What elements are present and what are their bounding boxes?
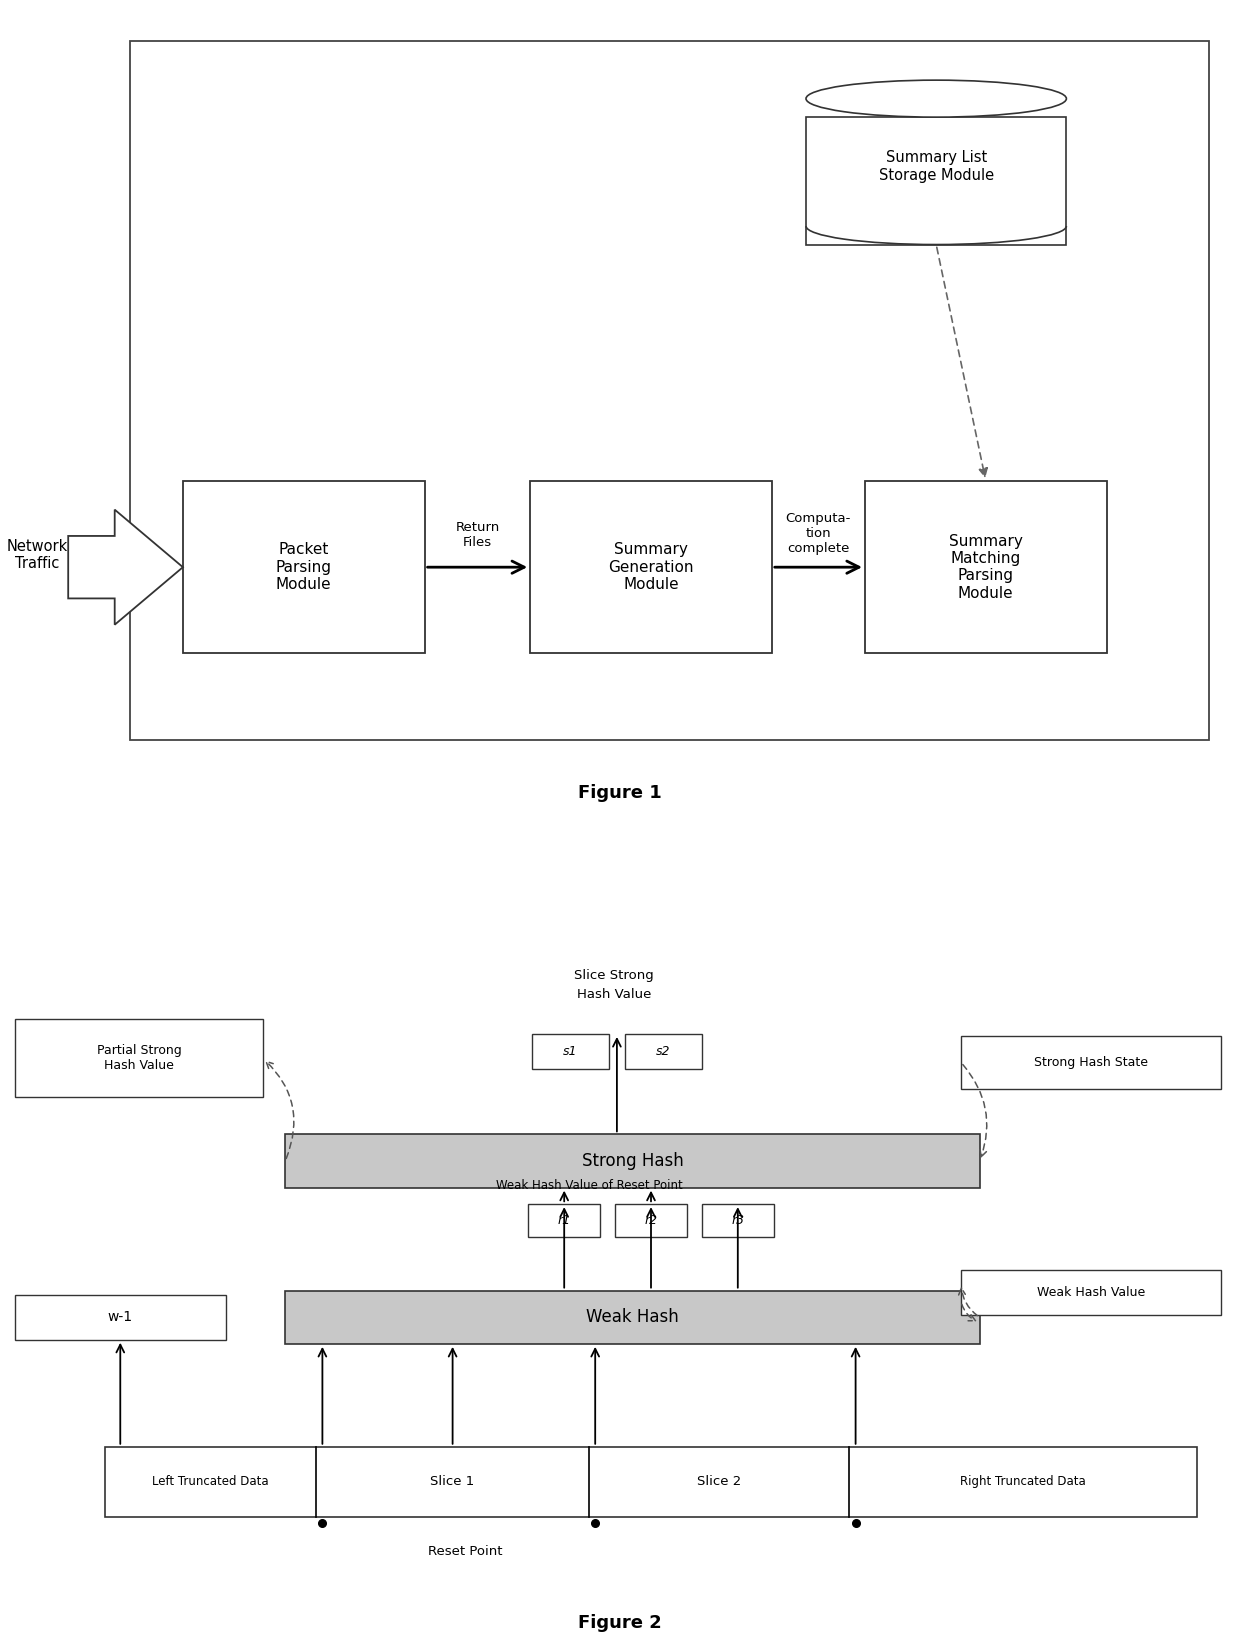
Text: Slice 2: Slice 2 xyxy=(697,1475,742,1488)
Bar xyxy=(625,1034,702,1069)
Text: Strong Hash State: Strong Hash State xyxy=(1034,1055,1148,1069)
Text: Hash Value: Hash Value xyxy=(577,988,651,1001)
Text: Figure 1: Figure 1 xyxy=(578,784,662,802)
Text: Slice 1: Slice 1 xyxy=(430,1475,475,1488)
Text: Return
Files: Return Files xyxy=(455,521,500,549)
Bar xyxy=(961,1269,1221,1315)
Bar xyxy=(531,482,771,654)
Bar xyxy=(184,482,424,654)
Text: Computa-
tion
complete: Computa- tion complete xyxy=(786,511,851,556)
Text: r1: r1 xyxy=(558,1215,570,1226)
Text: Summary List
Storage Module: Summary List Storage Module xyxy=(879,150,993,182)
Text: Figure 2: Figure 2 xyxy=(578,1614,662,1632)
Bar xyxy=(702,1203,774,1236)
Bar xyxy=(961,1036,1221,1088)
Text: Summary
Generation
Module: Summary Generation Module xyxy=(609,543,693,592)
Bar xyxy=(285,1134,980,1187)
Text: r2: r2 xyxy=(645,1215,657,1226)
Text: r3: r3 xyxy=(732,1215,744,1226)
Text: Weak Hash Value of Reset Point: Weak Hash Value of Reset Point xyxy=(496,1179,682,1192)
Text: s1: s1 xyxy=(563,1046,578,1057)
Text: Strong Hash: Strong Hash xyxy=(582,1152,683,1171)
Bar xyxy=(532,1034,609,1069)
Bar xyxy=(130,41,1209,740)
Text: Right Truncated Data: Right Truncated Data xyxy=(960,1475,1086,1488)
Bar xyxy=(15,1019,263,1098)
Bar xyxy=(866,482,1107,654)
Bar xyxy=(615,1203,687,1236)
Text: Network
Traffic: Network Traffic xyxy=(6,539,68,570)
Text: Summary
Matching
Parsing
Module: Summary Matching Parsing Module xyxy=(949,534,1023,600)
Bar xyxy=(806,117,1066,245)
Bar xyxy=(15,1295,226,1340)
Bar xyxy=(285,1291,980,1345)
Text: Packet
Parsing
Module: Packet Parsing Module xyxy=(275,543,332,592)
Text: Weak Hash Value: Weak Hash Value xyxy=(1037,1286,1146,1299)
Text: Slice Strong: Slice Strong xyxy=(574,970,653,981)
Bar xyxy=(105,1447,1197,1516)
Text: Weak Hash: Weak Hash xyxy=(587,1309,678,1327)
Text: w-1: w-1 xyxy=(108,1310,133,1325)
Bar xyxy=(528,1203,600,1236)
Text: Reset Point: Reset Point xyxy=(428,1545,502,1559)
Polygon shape xyxy=(68,510,184,625)
Text: Left Truncated Data: Left Truncated Data xyxy=(153,1475,269,1488)
Text: Partial Strong
Hash Value: Partial Strong Hash Value xyxy=(97,1044,181,1072)
Ellipse shape xyxy=(806,81,1066,117)
Text: s2: s2 xyxy=(656,1046,671,1057)
